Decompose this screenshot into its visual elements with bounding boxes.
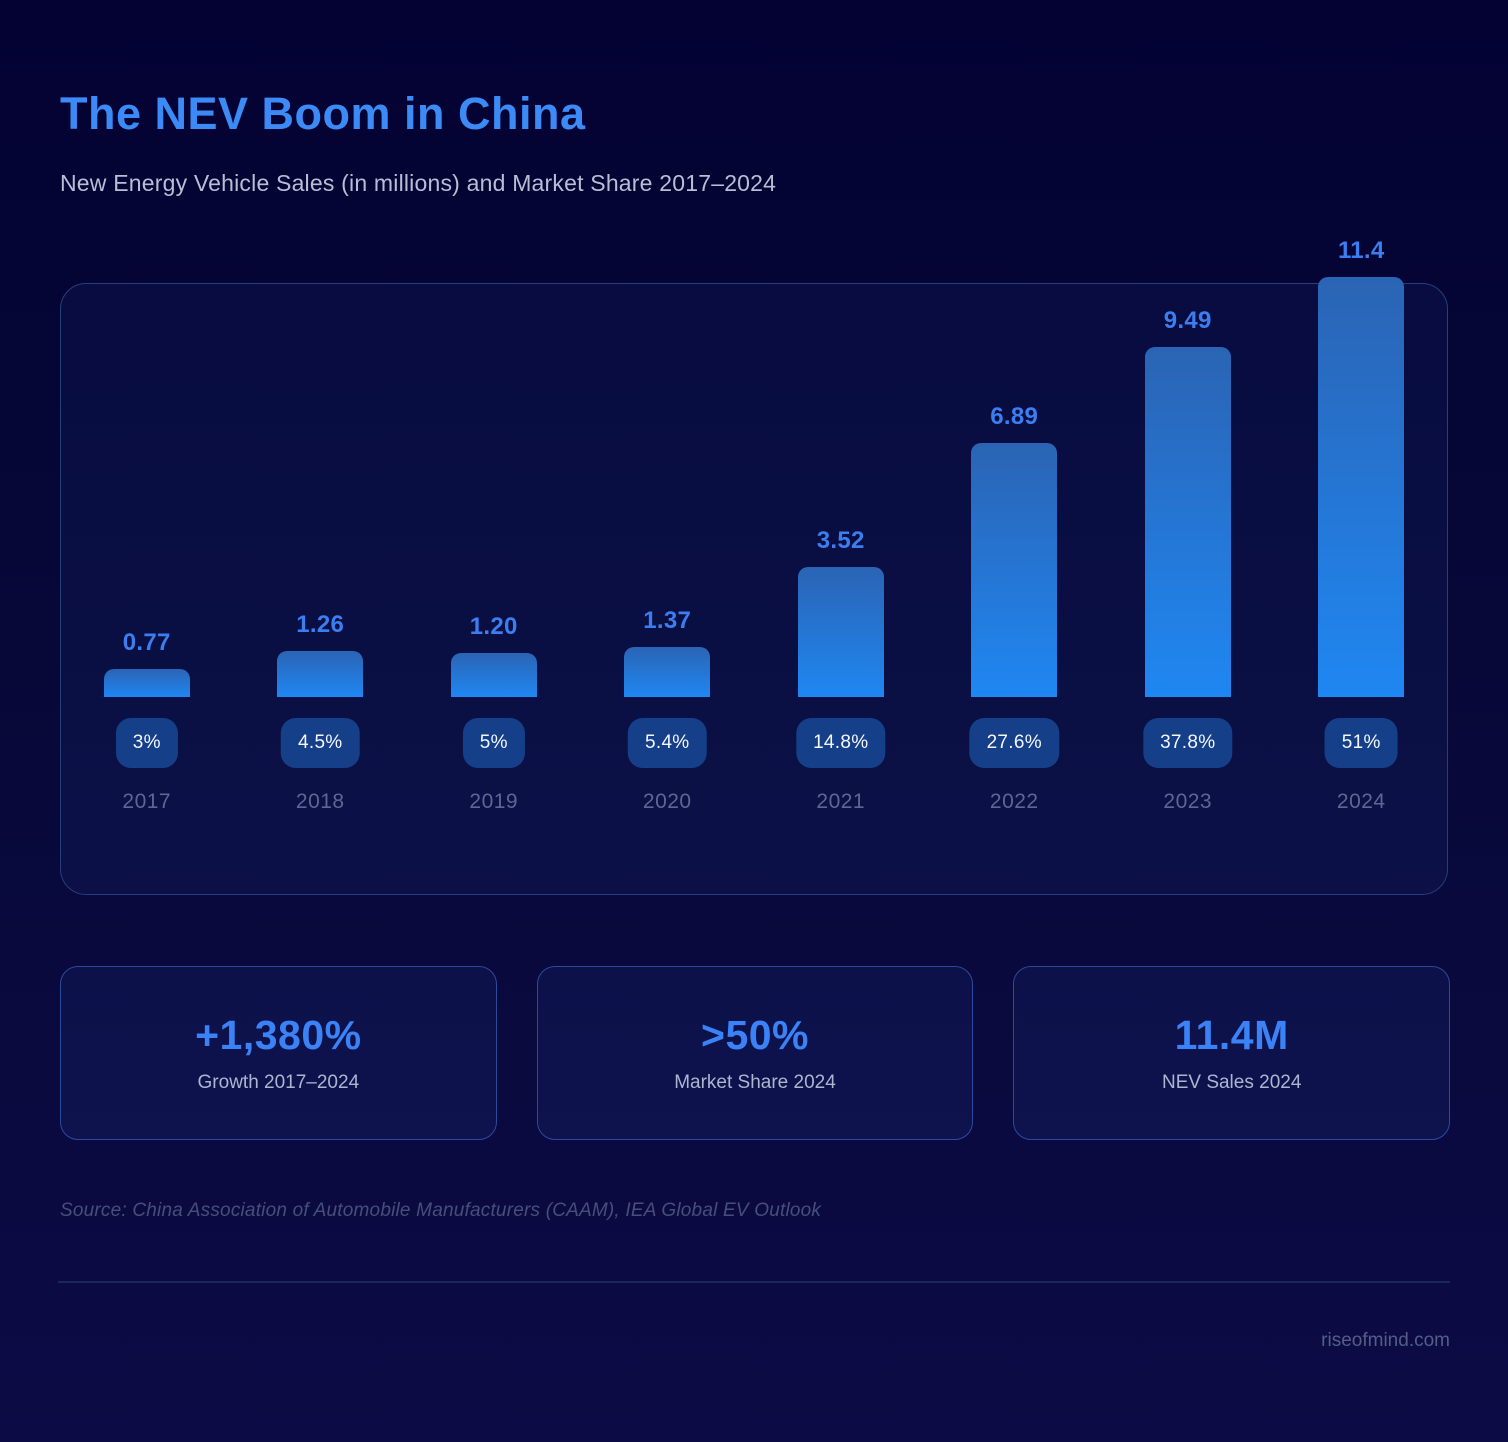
bar-value-label: 1.26 bbox=[296, 611, 345, 638]
year-label: 2017 bbox=[122, 790, 172, 813]
stat-card-market-share: >50% Market Share 2024 bbox=[536, 966, 974, 1140]
stats-row: +1,380% Growth 2017–2024 >50% Market Sha… bbox=[60, 966, 1451, 1140]
source-note: Source: China Association of Automobile … bbox=[60, 1200, 822, 1221]
market-share-badge: 51% bbox=[1324, 718, 1398, 768]
chart-column-2022: 6.89 27.6% 2022 bbox=[928, 227, 1102, 840]
year-label: 2021 bbox=[816, 790, 866, 813]
bar-value-label: 0.77 bbox=[122, 629, 171, 656]
stat-label: NEV Sales 2024 bbox=[1161, 1072, 1302, 1093]
stat-label: Growth 2017–2024 bbox=[197, 1072, 360, 1093]
chart-column-2019: 1.20 5% 2019 bbox=[407, 227, 581, 840]
page-subtitle: New Energy Vehicle Sales (in millions) a… bbox=[60, 170, 777, 196]
year-label: 2024 bbox=[1336, 790, 1386, 813]
bar bbox=[1318, 277, 1405, 697]
market-share-badge: 37.8% bbox=[1143, 718, 1233, 768]
stat-card-growth: +1,380% Growth 2017–2024 bbox=[60, 966, 497, 1140]
bar-value-label: 1.20 bbox=[469, 613, 518, 640]
stat-label: Market Share 2024 bbox=[674, 1072, 836, 1093]
market-share-badge: 14.8% bbox=[796, 718, 886, 768]
year-label: 2020 bbox=[642, 790, 692, 813]
market-share-badge: 27.6% bbox=[969, 718, 1059, 768]
chart-column-2023: 9.49 37.8% 2023 bbox=[1101, 227, 1275, 840]
chart-column-2024: 11.4 51% 2024 bbox=[1275, 227, 1449, 840]
stat-value: 11.4M bbox=[1174, 1012, 1289, 1058]
stat-value: +1,380% bbox=[195, 1012, 362, 1058]
bar-value-label: 6.89 bbox=[990, 403, 1039, 430]
year-label: 2023 bbox=[1163, 790, 1213, 813]
bar bbox=[971, 443, 1058, 697]
year-label: 2022 bbox=[989, 790, 1039, 813]
stat-value: >50% bbox=[701, 1012, 810, 1058]
bar-value-label: 9.49 bbox=[1163, 307, 1212, 334]
year-label: 2019 bbox=[469, 790, 519, 813]
market-share-badge: 3% bbox=[115, 718, 178, 768]
bar-value-label: 11.4 bbox=[1337, 237, 1385, 264]
bar bbox=[277, 651, 364, 697]
bar-value-label: 3.52 bbox=[816, 527, 865, 554]
page-title: The NEV Boom in China bbox=[60, 88, 586, 139]
bar-value-label: 1.37 bbox=[643, 607, 692, 634]
year-label: 2018 bbox=[295, 790, 345, 813]
chart-column-2018: 1.26 4.5% 2018 bbox=[234, 227, 408, 840]
market-share-badge: 4.5% bbox=[280, 718, 360, 768]
footer-divider bbox=[58, 1281, 1450, 1283]
chart-column-2021: 3.52 14.8% 2021 bbox=[754, 227, 928, 840]
bar bbox=[1144, 347, 1231, 697]
chart-column-2017: 0.77 3% 2017 bbox=[60, 227, 234, 840]
bar bbox=[624, 647, 711, 697]
bar bbox=[797, 567, 884, 697]
market-share-badge: 5.4% bbox=[627, 718, 707, 768]
bar bbox=[450, 653, 537, 697]
bar bbox=[103, 669, 190, 697]
stat-card-nev-sales: 11.4M NEV Sales 2024 bbox=[1013, 966, 1451, 1140]
website-link: riseofmind.com bbox=[1321, 1330, 1450, 1351]
bar-chart: 0.77 3% 2017 1.26 4.5% 2018 1.20 5% 2019 1.37 5.4%… bbox=[60, 227, 1448, 840]
market-share-badge: 5% bbox=[462, 718, 525, 768]
chart-column-2020: 1.37 5.4% 2020 bbox=[581, 227, 755, 840]
